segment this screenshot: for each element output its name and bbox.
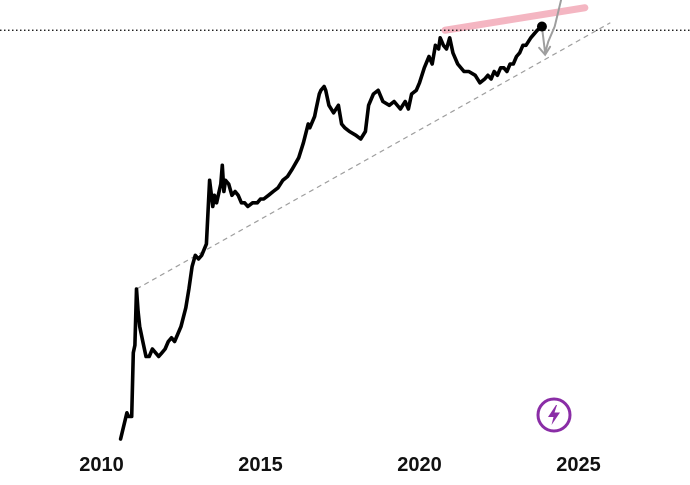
support-trendline [136,22,611,290]
badge-ring [536,397,572,433]
projection-arrowhead [538,45,552,57]
price-line [118,24,544,441]
projection-line [540,0,562,54]
lightning-bolt-icon [536,397,572,433]
resistance-band [441,4,589,34]
series-layer [118,0,562,441]
x-axis-ticks: 2010 2015 2020 2025 [79,454,601,476]
bolt-shape [548,405,560,425]
x-tick-label: 2010 [79,454,124,476]
x-tick-label: 2020 [397,454,442,476]
x-tick-label: 2015 [238,454,283,476]
current-price-dot [536,21,547,32]
annotations-layer [0,4,690,290]
x-tick-label: 2025 [556,454,601,476]
